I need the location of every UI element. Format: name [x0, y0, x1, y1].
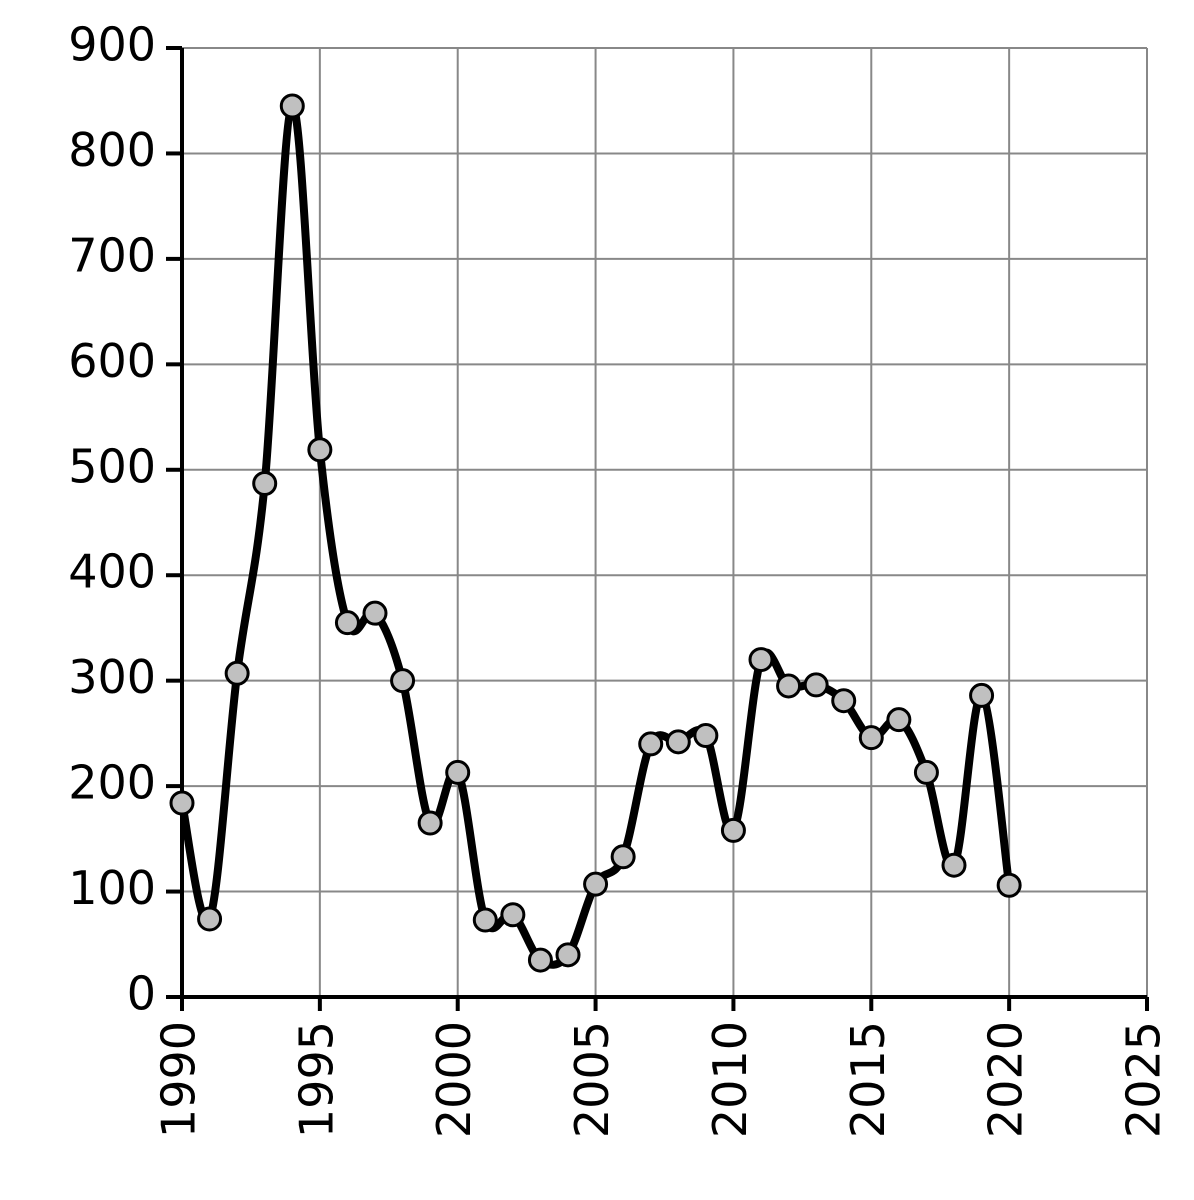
marker — [197, 906, 223, 932]
marker — [610, 844, 636, 870]
marker — [665, 729, 691, 755]
marker — [583, 871, 609, 897]
y-tick-label: 0 — [127, 967, 156, 1021]
x-tick-label: 1990 — [152, 1021, 206, 1138]
marker — [500, 902, 526, 928]
marker — [996, 872, 1022, 898]
marker — [527, 947, 553, 973]
y-tick-label: 800 — [68, 123, 156, 177]
y-tick-label: 900 — [68, 18, 156, 72]
marker — [472, 907, 498, 933]
marker — [224, 660, 250, 686]
y-tick-label: 200 — [68, 756, 156, 810]
marker — [720, 817, 746, 843]
y-tick-label: 300 — [68, 650, 156, 704]
marker — [748, 647, 774, 673]
x-tick-label: 2000 — [427, 1021, 481, 1138]
marker — [831, 688, 857, 714]
y-tick-label: 400 — [68, 545, 156, 599]
marker — [693, 722, 719, 748]
y-tick-label: 700 — [68, 228, 156, 282]
marker — [334, 610, 360, 636]
x-tick-label: 2025 — [1117, 1021, 1171, 1138]
marker — [390, 668, 416, 694]
x-tick-label: 2015 — [841, 1021, 895, 1138]
x-tick-label: 2020 — [979, 1021, 1033, 1138]
x-tick-label: 1995 — [289, 1021, 343, 1138]
marker — [776, 673, 802, 699]
marker — [169, 790, 195, 816]
marker — [913, 759, 939, 785]
marker — [886, 707, 912, 733]
x-tick-label: 2010 — [703, 1021, 757, 1138]
marker — [858, 725, 884, 751]
marker — [417, 810, 443, 836]
marker — [362, 600, 388, 626]
y-tick-label: 100 — [68, 861, 156, 915]
marker — [638, 731, 664, 757]
y-tick-label: 500 — [68, 439, 156, 493]
marker — [555, 942, 581, 968]
marker — [969, 682, 995, 708]
marker — [279, 93, 305, 119]
y-tick-label: 600 — [68, 334, 156, 388]
marker — [307, 437, 333, 463]
marker — [941, 852, 967, 878]
marker — [445, 759, 471, 785]
marker — [252, 470, 278, 496]
marker — [803, 672, 829, 698]
x-tick-label: 2005 — [565, 1021, 619, 1138]
